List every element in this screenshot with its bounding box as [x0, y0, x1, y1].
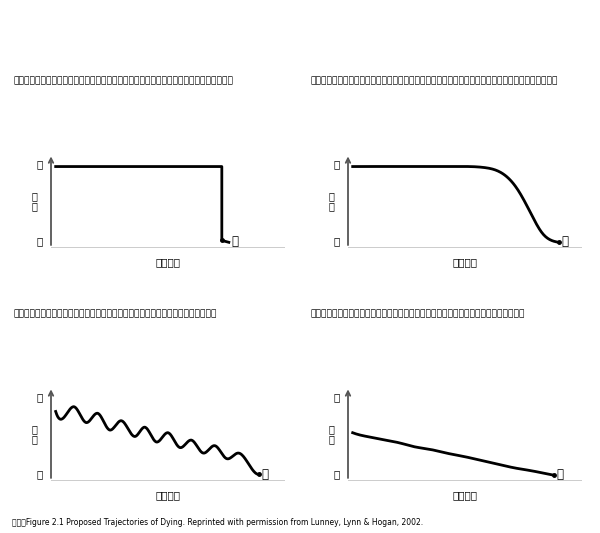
Text: 高: 高 [333, 159, 340, 169]
Text: 高: 高 [36, 392, 43, 402]
Text: 大きな臓器の病気を患わず、機能が低下した状態が安定的に長く続く。慢性型終末期。: 大きな臓器の病気を患わず、機能が低下した状態が安定的に長く続く。慢性型終末期。 [310, 309, 525, 318]
Text: 機
能: 機 能 [329, 425, 335, 445]
Text: 低: 低 [333, 469, 340, 479]
Text: 臓器不全: 臓器不全 [134, 288, 169, 303]
Text: 機
能: 機 能 [32, 192, 38, 212]
Text: 高: 高 [36, 159, 43, 169]
Text: 亡くなる１～２か月前までは体の機能が保たれることが多く、余命が予測しやすい。亜急性終末期。: 亡くなる１～２か月前までは体の機能が保たれることが多く、余命が予測しやすい。亜急… [310, 76, 558, 85]
Text: 時間経過: 時間経過 [452, 490, 478, 500]
Text: 慢性の心不全や肺疾患など。急性増悪を繰り返しながら徐々に機能が衰えていく。: 慢性の心不全や肺疾患など。急性増悪を繰り返しながら徐々に機能が衰えていく。 [13, 309, 217, 318]
Text: 低: 低 [333, 236, 340, 246]
Text: 低: 低 [36, 469, 43, 479]
Text: 時間経過: 時間経過 [155, 490, 181, 500]
Text: 認知症・老衰: 認知症・老衰 [422, 288, 475, 303]
Text: 事故による大けがや急性心疾患、脳卒中などで突然、命の危機が訪れる。急性型終末期。: 事故による大けがや急性心疾患、脳卒中などで突然、命の危機が訪れる。急性型終末期。 [13, 76, 233, 85]
Text: 死: 死 [231, 235, 238, 248]
Text: 機
能: 機 能 [32, 425, 38, 445]
Text: がん: がん [440, 55, 457, 70]
Text: 死: 死 [561, 235, 568, 248]
Text: 時間経過: 時間経過 [452, 257, 478, 267]
Text: 時間経過: 時間経過 [155, 257, 181, 267]
Text: 死: 死 [556, 468, 563, 481]
Text: 機
能: 機 能 [329, 192, 335, 212]
Text: 終末期のイメージ: 終末期のイメージ [220, 6, 380, 39]
Text: 高: 高 [333, 392, 340, 402]
Text: 事故や突然死: 事故や突然死 [125, 55, 178, 70]
Text: 低: 低 [36, 236, 43, 246]
Text: 出典：Figure 2.1 Proposed Trajectories of Dying. Reprinted with permission from Lun: 出典：Figure 2.1 Proposed Trajectories of D… [12, 518, 423, 527]
Text: 死: 死 [262, 468, 269, 481]
